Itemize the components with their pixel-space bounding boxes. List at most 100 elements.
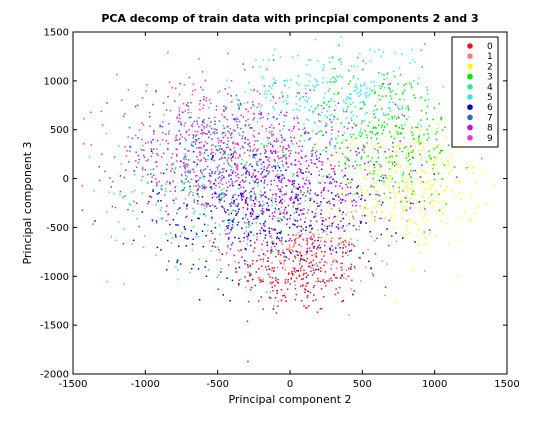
data-point-9 <box>205 97 208 99</box>
data-point-6 <box>278 208 280 210</box>
data-point-1 <box>346 250 348 252</box>
data-point-1 <box>373 239 376 242</box>
data-point-8 <box>302 177 304 180</box>
data-point-6 <box>241 227 243 229</box>
data-point-2 <box>431 192 434 195</box>
data-point-8 <box>337 102 340 104</box>
data-point-7 <box>190 144 193 147</box>
y-tick-label: 0 <box>63 174 69 185</box>
data-point-7 <box>217 137 219 140</box>
data-point-1 <box>359 205 361 207</box>
data-point-9 <box>165 210 167 213</box>
data-point-7 <box>150 140 152 143</box>
data-point-5 <box>366 111 368 114</box>
data-point-9 <box>209 125 211 127</box>
data-point-9 <box>236 121 238 123</box>
data-point-6 <box>305 276 308 279</box>
data-point-6 <box>258 205 261 207</box>
data-point-3 <box>362 60 364 62</box>
data-point-3 <box>440 116 443 119</box>
data-point-4 <box>306 191 309 194</box>
data-point-3 <box>344 163 347 166</box>
data-point-7 <box>152 139 154 141</box>
data-point-6 <box>276 289 278 292</box>
data-point-2 <box>375 190 377 193</box>
data-point-2 <box>376 190 379 193</box>
data-point-5 <box>401 105 403 107</box>
data-point-9 <box>205 126 208 128</box>
data-point-9 <box>198 125 200 128</box>
data-point-2 <box>392 187 394 189</box>
data-point-7 <box>203 119 205 121</box>
y-tick-label: -1000 <box>40 272 69 283</box>
data-point-8 <box>310 220 312 222</box>
data-point-0 <box>293 270 296 272</box>
data-point-0 <box>292 260 294 262</box>
data-point-2 <box>399 200 401 202</box>
data-point-2 <box>409 197 412 199</box>
data-point-7 <box>222 131 224 134</box>
data-point-2 <box>384 217 387 220</box>
data-point-9 <box>188 169 191 172</box>
data-point-3 <box>381 124 384 127</box>
data-point-0 <box>292 234 294 236</box>
data-point-6 <box>321 220 324 222</box>
data-point-3 <box>383 192 385 195</box>
data-point-8 <box>216 196 218 199</box>
data-point-9 <box>184 171 186 174</box>
data-point-2 <box>429 155 432 158</box>
data-point-1 <box>371 272 374 274</box>
data-point-4 <box>278 252 281 254</box>
data-point-6 <box>160 249 162 251</box>
data-point-0 <box>274 284 276 287</box>
data-point-6 <box>278 177 280 179</box>
data-point-9 <box>127 136 129 138</box>
data-point-9 <box>151 152 154 154</box>
data-point-2 <box>366 204 368 206</box>
data-point-0 <box>307 294 309 297</box>
data-point-0 <box>326 280 328 282</box>
data-point-8 <box>291 190 293 193</box>
data-point-6 <box>274 200 277 203</box>
data-point-8 <box>246 208 249 211</box>
data-point-1 <box>307 241 309 244</box>
data-point-8 <box>361 149 364 151</box>
data-point-8 <box>222 150 225 152</box>
data-point-3 <box>391 155 393 158</box>
data-point-9 <box>223 156 225 159</box>
data-point-0 <box>350 263 353 266</box>
data-point-5 <box>328 57 331 59</box>
data-point-3 <box>412 149 414 152</box>
data-point-2 <box>367 156 369 158</box>
data-point-9 <box>252 134 254 137</box>
data-point-7 <box>218 158 221 161</box>
data-point-9 <box>175 87 177 89</box>
data-point-6 <box>310 224 312 227</box>
data-point-9 <box>134 160 137 162</box>
data-point-3 <box>361 107 363 109</box>
data-point-6 <box>321 228 323 230</box>
data-point-1 <box>312 233 314 235</box>
data-point-3 <box>445 203 448 205</box>
data-point-6 <box>299 197 302 200</box>
data-point-5 <box>331 114 333 116</box>
data-point-3 <box>388 148 390 151</box>
data-point-7 <box>206 165 209 168</box>
data-point-7 <box>217 177 220 179</box>
data-point-3 <box>313 89 315 91</box>
data-point-4 <box>272 240 274 242</box>
data-point-9 <box>179 121 182 123</box>
data-point-8 <box>310 270 312 272</box>
data-point-6 <box>285 240 287 242</box>
data-point-0 <box>372 274 374 277</box>
data-point-7 <box>196 120 198 122</box>
data-point-8 <box>262 194 264 196</box>
data-point-6 <box>370 267 372 270</box>
data-point-9 <box>246 101 249 104</box>
data-point-2 <box>406 184 408 187</box>
data-point-1 <box>345 213 347 216</box>
data-point-4 <box>247 271 249 273</box>
data-point-2 <box>417 244 420 246</box>
data-point-3 <box>380 126 383 129</box>
data-point-9 <box>201 172 204 175</box>
